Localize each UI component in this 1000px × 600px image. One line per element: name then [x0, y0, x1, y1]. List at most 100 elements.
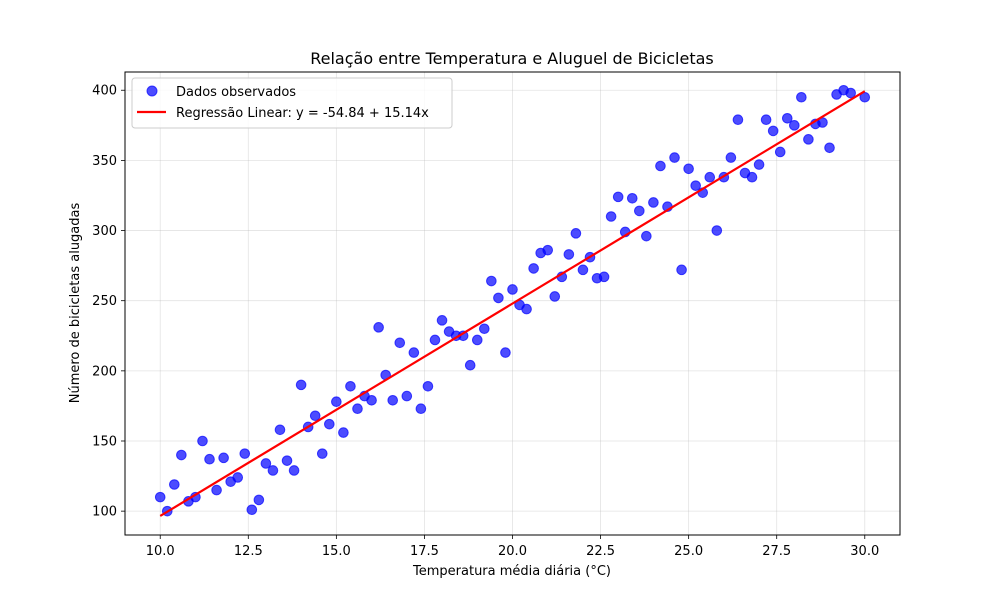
- data-point: [845, 87, 856, 99]
- data-point: [211, 484, 222, 496]
- x-tick-label: 27.5: [762, 544, 791, 559]
- data-point: [373, 322, 384, 333]
- data-point: [436, 315, 448, 326]
- data-point: [401, 390, 413, 402]
- data-point: [429, 334, 441, 346]
- data-point: [655, 160, 666, 172]
- data-point: [500, 347, 511, 358]
- data-point: [288, 465, 300, 476]
- data-point: [366, 395, 377, 406]
- data-point: [316, 448, 328, 459]
- regression-line-group: [159, 90, 866, 517]
- data-point: [549, 291, 561, 302]
- data-point: [154, 491, 166, 503]
- data-point: [676, 264, 687, 276]
- data-point: [634, 205, 645, 217]
- data-point: [464, 359, 476, 371]
- data-point: [774, 146, 786, 158]
- data-point: [197, 435, 208, 447]
- data-point: [295, 379, 307, 391]
- x-tick-label: 20.0: [498, 544, 527, 559]
- regression-line: [159, 90, 866, 517]
- data-point: [669, 152, 680, 163]
- data-point: [274, 424, 286, 436]
- data-point: [479, 323, 490, 335]
- x-axis-label: Temperatura média diária (°C): [412, 564, 611, 579]
- legend-label-dados-observados: Dados observados: [176, 85, 296, 100]
- data-point: [704, 171, 716, 183]
- data-point: [408, 347, 420, 358]
- data-point: [394, 337, 406, 349]
- data-point: [486, 275, 497, 287]
- x-tick-label: 15.0: [322, 544, 351, 559]
- data-point: [725, 152, 737, 163]
- x-axis-ticks: 10.0 12.5 15.0 17.5 20.0 22.5 25.0 27.5 30.0: [146, 535, 879, 559]
- data-point: [169, 479, 180, 490]
- data-point: [415, 403, 427, 415]
- data-point: [577, 264, 589, 276]
- data-point: [253, 494, 265, 506]
- x-tick-label: 12.5: [234, 544, 263, 559]
- legend-marker-dados-observados: [146, 85, 158, 97]
- data-point: [789, 120, 800, 131]
- data-point: [324, 418, 335, 430]
- data-point: [760, 114, 772, 126]
- data-point: [598, 271, 610, 283]
- y-tick-label: 250: [92, 294, 117, 309]
- data-point: [563, 249, 575, 260]
- data-point: [570, 228, 582, 239]
- data-point: [218, 452, 229, 464]
- data-point: [471, 334, 483, 346]
- data-point: [781, 113, 793, 124]
- data-point: [605, 211, 617, 222]
- data-point: [767, 125, 779, 137]
- data-point: [507, 284, 518, 295]
- data-points: [154, 84, 871, 517]
- data-point: [204, 453, 215, 465]
- data-point: [859, 91, 871, 103]
- data-point: [232, 472, 244, 483]
- data-point: [824, 142, 835, 154]
- data-point: [803, 134, 814, 145]
- data-point: [796, 91, 807, 103]
- data-point: [493, 292, 504, 304]
- data-point: [732, 114, 744, 126]
- y-tick-label: 100: [92, 505, 117, 520]
- x-tick-label: 25.0: [674, 544, 703, 559]
- data-point: [422, 380, 434, 392]
- data-point: [711, 225, 723, 236]
- data-point: [753, 159, 765, 170]
- data-point: [260, 458, 272, 469]
- legend: Dados observados Regressão Linear: y = -…: [131, 77, 453, 129]
- data-point: [641, 230, 652, 242]
- data-point: [521, 303, 532, 315]
- y-tick-label: 300: [92, 224, 117, 239]
- data-point: [246, 504, 258, 516]
- data-point: [309, 410, 321, 422]
- legend-label-regressao-linear: Regressão Linear: y = -54.84 + 15.14x: [176, 106, 429, 121]
- data-point: [176, 449, 187, 461]
- legend-box: [131, 77, 453, 129]
- data-point: [746, 171, 758, 183]
- data-point: [683, 163, 694, 175]
- x-tick-label: 22.5: [586, 544, 615, 559]
- x-tick-label: 17.5: [410, 544, 439, 559]
- y-tick-label: 350: [92, 154, 117, 169]
- data-point: [690, 180, 701, 191]
- data-point: [612, 191, 624, 203]
- y-tick-label: 150: [92, 434, 117, 449]
- y-tick-label: 200: [92, 364, 117, 379]
- x-tick-label: 30.0: [850, 544, 879, 559]
- chart-title: Relação entre Temperatura e Aluguel de B…: [310, 49, 714, 68]
- data-point: [239, 448, 251, 459]
- data-point: [267, 465, 279, 476]
- y-axis-ticks: 100 150 200 250 300 350 400: [92, 84, 125, 520]
- y-axis-label: Número de bicicletas alugadas: [68, 203, 83, 404]
- data-point: [281, 455, 293, 466]
- data-point: [528, 263, 539, 274]
- y-tick-label: 400: [92, 84, 117, 99]
- x-tick-label: 10.0: [146, 544, 175, 559]
- data-point: [387, 395, 399, 406]
- data-point: [352, 403, 363, 415]
